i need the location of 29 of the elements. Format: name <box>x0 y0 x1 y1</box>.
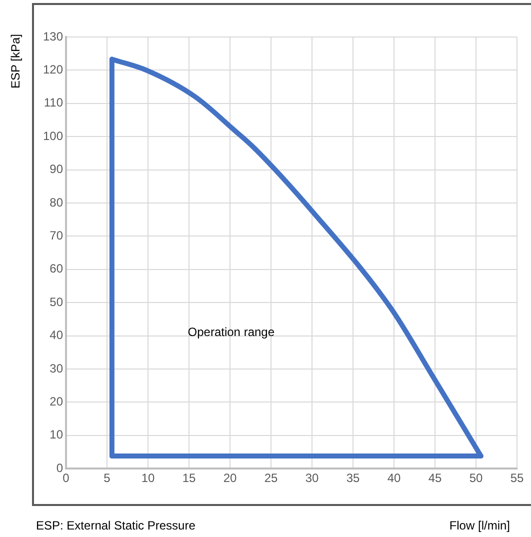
x-tick-label: 55 <box>510 471 524 486</box>
x-tick-label: 40 <box>387 471 401 486</box>
x-tick-label: 10 <box>141 471 156 486</box>
annotation: Operation range <box>188 324 275 339</box>
x-axis-title: Flow [l/min] <box>449 518 510 532</box>
x-tick-label: 30 <box>305 471 320 486</box>
y-tick-label: 90 <box>50 162 64 176</box>
x-tick-label: 35 <box>346 471 360 486</box>
x-tick-label: 50 <box>469 471 483 486</box>
x-tick-label: 20 <box>223 471 238 486</box>
y-tick-label: 10 <box>50 428 64 442</box>
y-tick-label: 60 <box>50 262 64 276</box>
text: ESP: External Static Pressure <box>36 518 196 532</box>
y-tick-label: 30 <box>50 361 64 376</box>
x-tick-label: 45 <box>428 471 442 486</box>
y-tick-label: 130 <box>42 29 64 44</box>
y-tick-label: 80 <box>50 195 64 210</box>
y-axis-title: ESP [kPa] <box>8 34 22 88</box>
y-tick-label: 100 <box>42 128 64 143</box>
y-tick-label: 110 <box>44 96 64 110</box>
y-tick-label: 70 <box>50 228 64 243</box>
y-tick-label: 0 <box>56 460 64 475</box>
y-tick-label: 20 <box>50 394 64 409</box>
y-tick-label: 40 <box>50 328 64 342</box>
x-tick-label: 15 <box>182 471 196 486</box>
x-tick-label: 5 <box>104 471 111 486</box>
y-tick-label: 120 <box>42 62 64 77</box>
y-tick-label: 50 <box>50 294 64 309</box>
x-tick-label: 25 <box>264 471 278 486</box>
